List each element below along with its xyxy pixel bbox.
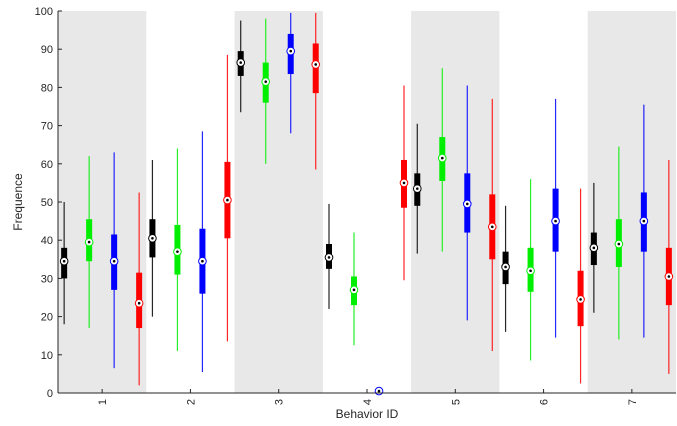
box-6-s4-median-dot <box>579 298 582 301</box>
x-tick-label-2: 2 <box>185 399 197 405</box>
box-3-s1-median-dot <box>239 61 243 64</box>
x-tick-label-4: 4 <box>362 399 374 405</box>
group-shade-3 <box>234 11 323 393</box>
y-tick-label-20: 20 <box>41 312 53 324</box>
y-tick-label-50: 50 <box>41 197 53 209</box>
box-3-s2-median-dot <box>264 80 268 83</box>
box-5-s1-median-dot <box>415 187 419 190</box>
box-4-s1-median-dot <box>327 256 331 259</box>
box-1-s4-median-dot <box>137 301 141 305</box>
box-5-s4-median-dot <box>490 225 494 229</box>
y-tick-label-80: 80 <box>41 82 53 94</box>
y-axis-label: Frequence <box>11 173 25 231</box>
y-tick-label-40: 40 <box>41 235 53 247</box>
group-shading-layer <box>58 11 676 393</box>
box-7-s2-median-dot <box>617 242 621 246</box>
box-3-s4-median-dot <box>314 63 318 66</box>
box-5-s2-median-dot <box>440 156 444 160</box>
box-5-s3-median-dot <box>465 202 469 206</box>
box-4-s2-median-dot <box>352 288 356 292</box>
box-7-s1-median-dot <box>592 246 596 250</box>
x-axis-label: Behavior ID <box>336 407 399 421</box>
group-shade-7 <box>587 11 676 393</box>
box-2-s3-median-dot <box>201 259 204 263</box>
y-tick-label-30: 30 <box>41 273 53 285</box>
x-tick-label-1: 1 <box>97 399 109 405</box>
box-4-s3-median-dot <box>377 389 381 393</box>
y-tick-label-60: 60 <box>41 159 53 171</box>
box-2-s2-median-dot <box>176 250 179 253</box>
box-1-s2-median-dot <box>87 240 91 244</box>
box-6-s3-median-dot <box>554 219 557 223</box>
y-tick-label-70: 70 <box>41 121 53 133</box>
group-shade-5 <box>411 11 500 393</box>
x-tick-label-5: 5 <box>450 399 462 405</box>
y-tick-label-10: 10 <box>41 350 53 362</box>
y-tick-label-90: 90 <box>41 44 53 56</box>
box-1-s1-median-dot <box>62 259 66 263</box>
box-3-s3-median-dot <box>289 49 293 53</box>
x-tick-label-6: 6 <box>539 399 551 405</box>
y-tick-label-100: 100 <box>35 6 53 18</box>
y-tick-label-0: 0 <box>47 388 53 400</box>
box-2-s4-median-dot <box>226 198 229 202</box>
boxes-layer <box>59 12 674 396</box>
box-1-s3-median-dot <box>112 259 116 263</box>
box-6-s1-median-dot <box>504 265 507 269</box>
box-2-s1-median-dot <box>151 236 154 240</box>
box-7-s4-median-dot <box>667 275 671 278</box>
box-4-s4-median-dot <box>402 181 406 185</box>
axes-layer: 0 10 20 30 40 50 60 70 80 90 100 1 2 3 4 5 6 7 <box>35 6 676 405</box>
box-7-s3-median-dot <box>642 219 646 223</box>
x-tick-label-7: 7 <box>627 399 639 405</box>
box-6-s2-median-dot <box>529 269 532 273</box>
group-shade-1 <box>58 11 147 393</box>
x-tick-label-3: 3 <box>274 399 286 405</box>
